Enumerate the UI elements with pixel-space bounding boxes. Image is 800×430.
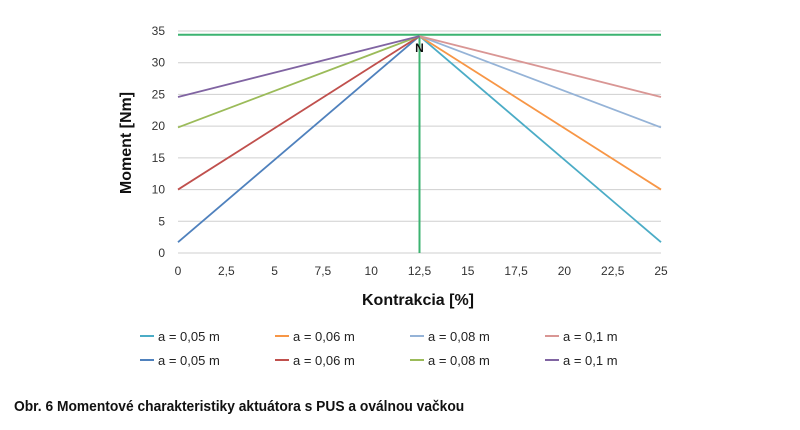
legend-swatch (545, 335, 559, 337)
x-axis-ticks: 0 2,5 5 7,5 10 12,5 15 17,5 20 22,5 25 (175, 264, 668, 278)
y-tick-label: 15 (152, 151, 166, 165)
legend-label: a = 0,08 m (428, 352, 490, 368)
series-line (418, 35, 662, 243)
chart: 0 5 10 15 20 25 30 35 0 2,5 5 7,5 10 12,5 15 17,5 20 22,… (118, 24, 668, 309)
x-tick-label: 0 (175, 264, 182, 278)
x-tick-label: 5 (271, 264, 278, 278)
y-tick-label: 25 (152, 87, 166, 101)
y-axis-title: Moment [Nm] (118, 92, 135, 194)
legend-label: a = 0,05 m (158, 352, 220, 368)
legend-label: a = 0,08 m (428, 328, 490, 344)
y-tick-label: 30 (152, 56, 166, 70)
legend-label: a = 0,1 m (563, 328, 618, 344)
legend-item: a = 0,1 m (545, 353, 680, 368)
legend-swatch (410, 359, 424, 361)
series-line (177, 35, 421, 243)
legend-label: a = 0,1 m (563, 352, 618, 368)
legend-item: a = 0,1 m (545, 329, 680, 344)
legend-item: a = 0,08 m (410, 329, 545, 344)
legend-swatch (140, 335, 154, 337)
y-tick-label: 20 (152, 119, 166, 133)
y-axis-ticks: 0 5 10 15 20 25 30 35 (152, 24, 166, 260)
point-annotation-n: N (415, 41, 424, 55)
series-lines (177, 35, 662, 243)
y-tick-label: 5 (158, 214, 165, 228)
x-tick-label: 2,5 (218, 264, 235, 278)
legend-item: a = 0,06 m (275, 329, 410, 344)
legend-item: a = 0,05 m (140, 353, 275, 368)
x-tick-label: 12,5 (408, 264, 432, 278)
x-tick-label: 20 (558, 264, 572, 278)
y-tick-label: 35 (152, 24, 166, 38)
series-line (177, 35, 420, 98)
figure-caption: Obr. 6 Momentové charakteristiky aktuáto… (14, 398, 465, 415)
legend-swatch (545, 359, 559, 361)
legend-label: a = 0,06 m (293, 352, 355, 368)
series-line (419, 35, 662, 191)
x-tick-label: 7,5 (315, 264, 332, 278)
legend-item: a = 0,05 m (140, 329, 275, 344)
y-tick-label: 10 (152, 183, 166, 197)
legend-row: a = 0,05 m a = 0,06 m a = 0,08 m a = 0,1… (140, 348, 700, 372)
series-line (177, 35, 420, 129)
series-line (177, 35, 420, 191)
legend: a = 0,05 m a = 0,06 m a = 0,08 m a = 0,1… (140, 324, 700, 372)
legend-label: a = 0,06 m (293, 328, 355, 344)
legend-swatch (410, 335, 424, 337)
x-axis-title: Kontrakcia [%] (362, 292, 474, 309)
x-tick-label: 15 (461, 264, 475, 278)
legend-item: a = 0,08 m (410, 353, 545, 368)
legend-swatch (275, 359, 289, 361)
x-tick-label: 17,5 (504, 264, 528, 278)
series-line (419, 35, 662, 129)
legend-item: a = 0,06 m (275, 353, 410, 368)
legend-row: a = 0,05 m a = 0,06 m a = 0,08 m a = 0,1… (140, 324, 700, 348)
legend-label: a = 0,05 m (158, 328, 220, 344)
legend-swatch (275, 335, 289, 337)
legend-swatch (140, 359, 154, 361)
series-line (419, 35, 662, 98)
x-tick-label: 10 (365, 264, 379, 278)
y-tick-label: 0 (158, 246, 165, 260)
x-tick-label: 22,5 (601, 264, 625, 278)
x-tick-label: 25 (654, 264, 668, 278)
reference-lines (178, 33, 661, 253)
